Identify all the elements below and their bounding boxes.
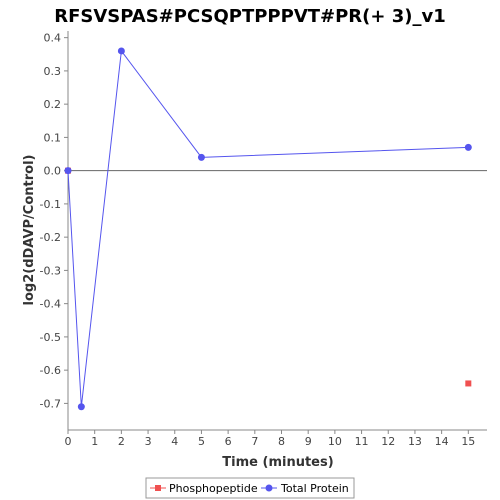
x-tick-label: 7 <box>251 435 258 448</box>
x-tick-label: 8 <box>278 435 285 448</box>
legend-phosphopeptide-label: Phosphopeptide <box>169 482 258 495</box>
total-protein-point <box>77 403 85 411</box>
x-tick-label: 13 <box>408 435 422 448</box>
legend-phosphopeptide-marker <box>155 485 161 491</box>
phosphopeptide-point <box>465 380 472 387</box>
y-tick-label: 0.3 <box>44 65 62 78</box>
total-protein-point <box>117 47 125 55</box>
x-tick-label: 12 <box>381 435 395 448</box>
y-tick-label: -0.5 <box>40 331 61 344</box>
total-protein-point <box>197 153 205 161</box>
x-tick-label: 6 <box>225 435 232 448</box>
plot-area <box>68 31 487 430</box>
y-tick-label: 0.1 <box>44 131 62 144</box>
x-tick-label: 9 <box>305 435 312 448</box>
x-tick-label: 2 <box>118 435 125 448</box>
x-axis-label: Time (minutes) <box>222 455 333 470</box>
y-tick-label: -0.6 <box>40 364 61 377</box>
x-tick-label: 10 <box>328 435 342 448</box>
y-tick-label: -0.2 <box>40 231 61 244</box>
legend-box <box>145 477 355 499</box>
y-tick-label: 0.4 <box>44 32 62 45</box>
y-ticks: 0.4 0.3 0.2 0.1 0.0 -0.1 -0.2 -0.3 -0.4 -0.5 -0.6 -… <box>40 32 68 410</box>
y-tick-label: 0.0 <box>44 165 62 178</box>
y-tick-label: -0.1 <box>40 198 61 211</box>
x-tick-label: 4 <box>171 435 178 448</box>
y-tick-label: -0.4 <box>40 298 61 311</box>
y-tick-label: -0.7 <box>40 397 61 410</box>
x-tick-label: 3 <box>145 435 152 448</box>
y-tick-label: -0.3 <box>40 264 61 277</box>
legend: Phosphopeptide Total Protein <box>145 477 355 499</box>
x-tick-label: 14 <box>435 435 449 448</box>
x-tick-label: 0 <box>65 435 72 448</box>
legend-total-protein-label: Total Protein <box>280 482 349 495</box>
y-tick-label: 0.2 <box>44 98 62 111</box>
chart-title: RFSVSPAS#PCSQPTPPPVT#PR(+ 3)_v1 <box>54 6 446 27</box>
total-protein-point <box>64 167 72 175</box>
x-tick-label: 11 <box>355 435 369 448</box>
x-ticks: 0 1 2 3 4 5 6 7 8 9 10 11 12 13 14 15 <box>65 430 475 448</box>
x-tick-label: 15 <box>461 435 475 448</box>
total-protein-point <box>464 143 472 151</box>
series-group <box>64 47 472 411</box>
legend-total-protein-marker <box>265 484 273 492</box>
x-tick-label: 5 <box>198 435 205 448</box>
y-axis-label: log2(dDAVP/Control) <box>22 155 37 306</box>
x-tick-label: 1 <box>91 435 98 448</box>
